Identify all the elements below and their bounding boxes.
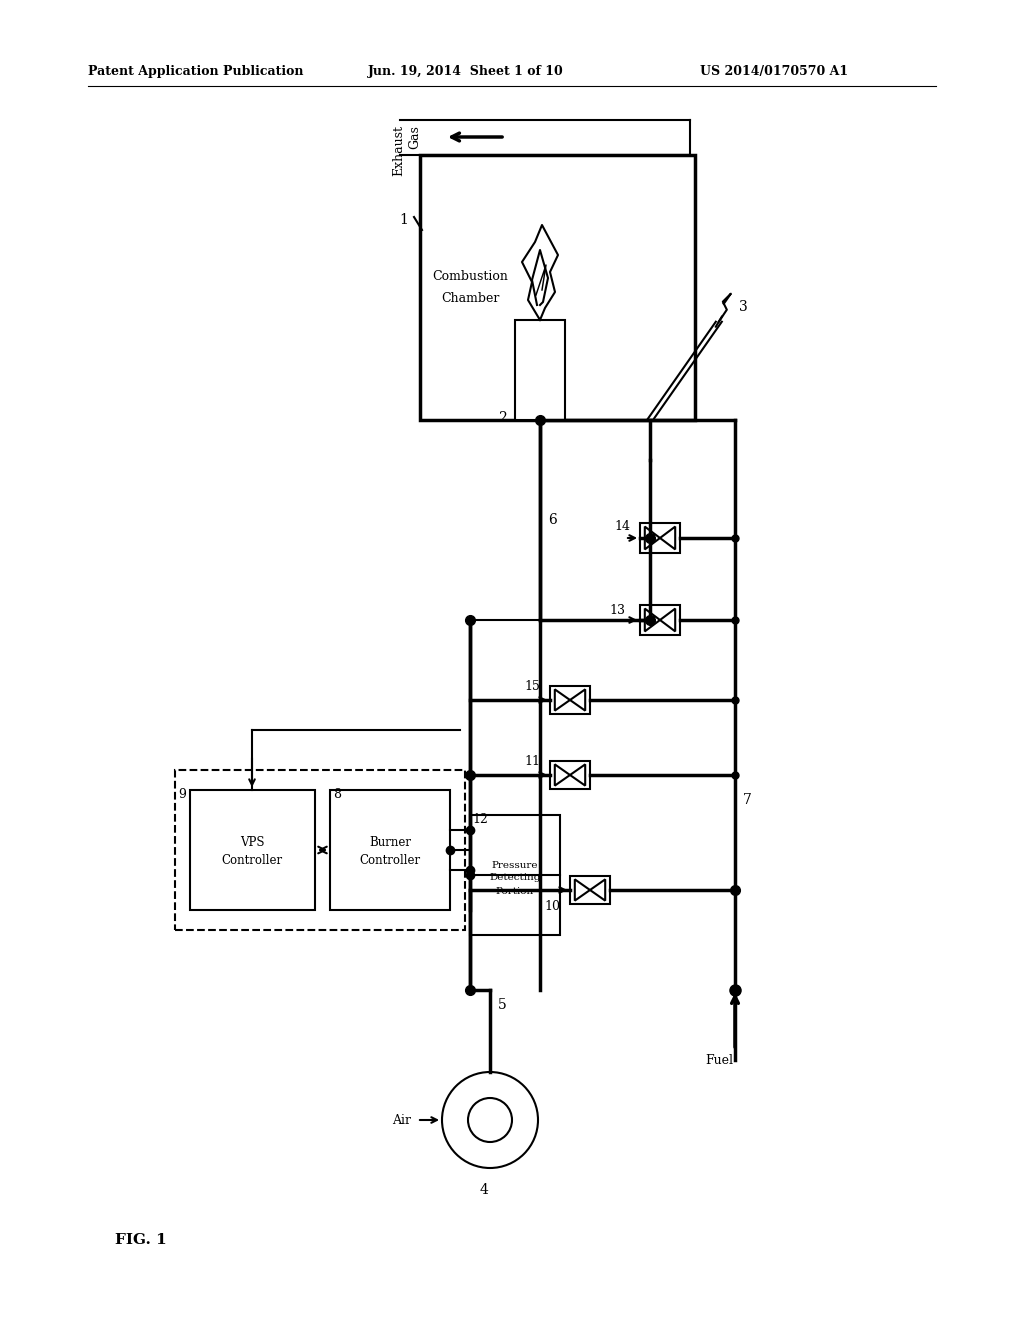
Bar	[515, 319, 565, 420]
Text: Fuel: Fuel	[705, 1053, 733, 1067]
Text: Combustion: Combustion	[432, 271, 508, 284]
Text: US 2014/0170570 A1: US 2014/0170570 A1	[700, 66, 848, 78]
Bar	[470, 814, 560, 935]
Bar	[420, 154, 695, 420]
Polygon shape	[570, 764, 585, 785]
Polygon shape	[660, 527, 675, 549]
Text: Air: Air	[392, 1114, 412, 1126]
Polygon shape	[660, 609, 675, 631]
Text: 5: 5	[498, 998, 507, 1012]
Circle shape	[442, 1072, 538, 1168]
Text: 13: 13	[609, 603, 625, 616]
Text: Burner: Burner	[369, 836, 411, 849]
Text: 14: 14	[614, 520, 630, 533]
Polygon shape	[555, 689, 570, 710]
Text: Patent Application Publication: Patent Application Publication	[88, 66, 303, 78]
Polygon shape	[645, 609, 660, 631]
Text: Chamber: Chamber	[440, 293, 499, 305]
Text: 4: 4	[480, 1183, 488, 1197]
Text: Controller: Controller	[221, 854, 283, 866]
Text: Exhaust: Exhaust	[392, 125, 406, 176]
Text: Detecting: Detecting	[489, 874, 541, 883]
Text: 12: 12	[472, 813, 487, 826]
Text: 6: 6	[548, 513, 557, 527]
Text: VPS: VPS	[240, 836, 264, 849]
Bar	[190, 789, 315, 909]
Text: Controller: Controller	[359, 854, 421, 866]
Text: Pressure: Pressure	[492, 861, 539, 870]
Bar	[330, 789, 450, 909]
Text: 8: 8	[333, 788, 341, 801]
Bar	[550, 762, 590, 789]
Text: 1: 1	[399, 213, 408, 227]
Text: 9: 9	[178, 788, 186, 801]
Text: Portion: Portion	[496, 887, 535, 895]
Bar	[570, 876, 610, 904]
Text: 2: 2	[499, 411, 507, 425]
Bar	[640, 605, 680, 635]
Text: 3: 3	[739, 300, 748, 314]
Text: Gas: Gas	[408, 125, 421, 149]
Polygon shape	[574, 879, 590, 900]
Text: Jun. 19, 2014  Sheet 1 of 10: Jun. 19, 2014 Sheet 1 of 10	[368, 66, 564, 78]
Polygon shape	[555, 764, 570, 785]
Text: 15: 15	[524, 680, 540, 693]
Text: FIG. 1: FIG. 1	[115, 1233, 167, 1247]
Bar	[175, 770, 465, 931]
Text: 7: 7	[743, 793, 752, 807]
Polygon shape	[570, 689, 585, 710]
Text: 10: 10	[544, 900, 560, 913]
Polygon shape	[645, 527, 660, 549]
Text: 11: 11	[524, 755, 540, 768]
Bar	[640, 523, 680, 553]
Circle shape	[468, 1098, 512, 1142]
Bar	[550, 686, 590, 714]
Polygon shape	[590, 879, 605, 900]
